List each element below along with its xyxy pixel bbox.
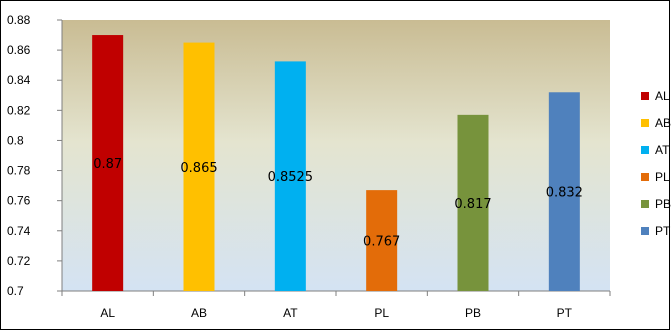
legend-label: AL: [655, 89, 670, 103]
legend-label: AB: [655, 116, 671, 130]
x-tick-label: PB: [465, 306, 481, 320]
legend-swatch: [641, 119, 649, 127]
legend-swatch: [641, 92, 649, 100]
legend-label: PT: [655, 224, 671, 238]
x-tick-label: PL: [374, 306, 389, 320]
y-tick-label: 0.84: [7, 73, 31, 87]
bar-pl: [366, 190, 398, 291]
y-tick-label: 0.78: [7, 164, 31, 178]
x-tick-label: AL: [100, 306, 115, 320]
bars: [92, 35, 580, 292]
legend-swatch: [641, 200, 649, 208]
bar-at: [274, 61, 306, 292]
legend-label: AT: [655, 143, 670, 157]
data-label: 0.8525: [268, 170, 314, 185]
legend: AL AB AT PL PB PT: [641, 89, 671, 238]
bar-ab: [183, 42, 215, 292]
x-tick-label: AT: [283, 306, 298, 320]
plot-area: [62, 20, 610, 291]
legend-label: PB: [655, 197, 671, 211]
data-label: 0.87: [93, 157, 122, 172]
y-tick-label: 0.74: [7, 224, 31, 238]
bar-pb: [457, 114, 489, 291]
legend-label: PL: [655, 170, 670, 184]
x-tick-label: PT: [557, 306, 573, 320]
y-tick-label: 0.72: [7, 254, 31, 268]
legend-swatch: [641, 227, 649, 235]
y-tick-label: 0.82: [7, 103, 31, 117]
bar-al: [92, 35, 124, 291]
data-label: 0.817: [454, 197, 491, 212]
y-tick-label: 0.86: [7, 43, 31, 57]
data-label: 0.767: [363, 235, 400, 250]
x-axis: AL AB AT PL PB PT: [61, 290, 611, 320]
legend-swatch: [641, 146, 649, 154]
legend-swatch: [641, 173, 649, 181]
data-label: 0.865: [180, 161, 217, 176]
y-tick-label: 0.8: [7, 133, 24, 147]
y-tick-label: 0.76: [7, 194, 31, 208]
data-label: 0.832: [546, 186, 583, 201]
x-tick-label: AB: [191, 306, 207, 320]
bar-pt: [548, 92, 580, 292]
y-tick-label: 0.88: [7, 13, 31, 27]
y-tick-label: 0.7: [7, 284, 24, 298]
y-axis: 0.7 0.72 0.74 0.76 0.78 0.8 0.82 0.84 0.86 0.88: [7, 13, 63, 298]
data-labels: 0.87 0.865 0.8525 0.767 0.817 0.832: [93, 157, 583, 250]
